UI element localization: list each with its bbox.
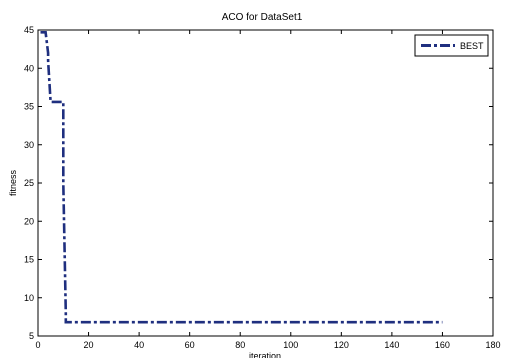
series-layer xyxy=(40,30,443,324)
x-tick-label: 20 xyxy=(84,340,94,350)
x-tick-label: 80 xyxy=(235,340,245,350)
x-tick-label: 100 xyxy=(283,340,298,350)
legend-box xyxy=(414,34,489,57)
y-tick-label: 45 xyxy=(24,25,34,35)
x-tick-label: 160 xyxy=(435,340,450,350)
y-axis-label: fitness xyxy=(8,169,18,196)
legend: BEST xyxy=(414,34,489,57)
y-tick-label: 20 xyxy=(24,216,34,226)
x-tick-label: 140 xyxy=(384,340,399,350)
x-axis-label: iteration xyxy=(249,351,281,358)
y-tick-label: 25 xyxy=(24,178,34,188)
x-tick-label: 40 xyxy=(134,340,144,350)
x-tick-label: 0 xyxy=(35,340,40,350)
y-tick-label: 30 xyxy=(24,140,34,150)
legend-entry-best: BEST xyxy=(460,41,484,51)
y-tick-label: 5 xyxy=(29,331,34,341)
chart-title: ACO for DataSet1 xyxy=(222,12,303,23)
x-tick-label: 120 xyxy=(334,340,349,350)
plot-area xyxy=(37,29,494,337)
axis-ticks: 0 20 40 60 80 100 120 140 160 180 5 10 15 20 25 30 35 40 4… xyxy=(24,25,501,350)
x-tick-label: 180 xyxy=(485,340,500,350)
x-tick-label: 60 xyxy=(185,340,195,350)
y-tick-label: 35 xyxy=(24,102,34,112)
series-line-best xyxy=(40,30,443,324)
y-tick-label: 40 xyxy=(24,63,34,73)
y-tick-label: 10 xyxy=(24,293,34,303)
y-tick-label: 15 xyxy=(24,255,34,265)
